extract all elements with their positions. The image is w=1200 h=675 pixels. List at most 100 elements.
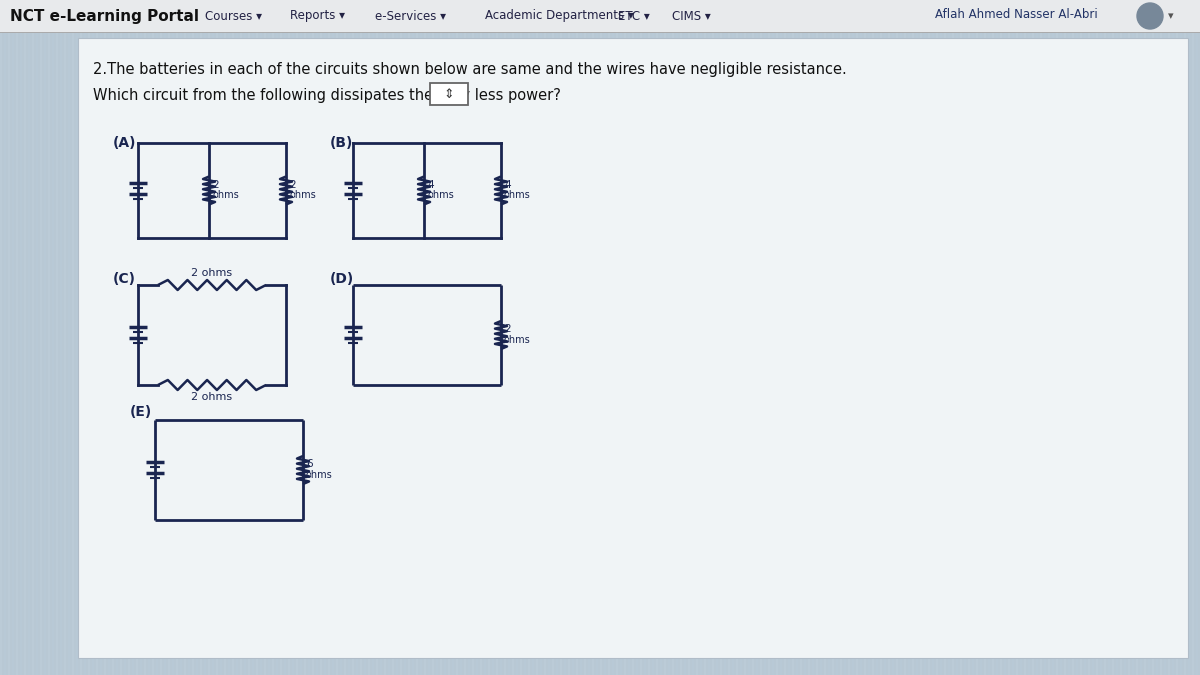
Bar [152,0,154,675]
Bar [756,0,758,675]
Bar [430,83,468,105]
Bar [468,0,470,675]
Text: 2 ohms: 2 ohms [192,392,233,402]
Bar [760,0,762,675]
Bar [412,0,414,675]
Bar [440,0,442,675]
Bar [128,0,130,675]
Circle shape [1138,3,1163,29]
Bar [272,0,274,675]
Bar [388,0,390,675]
Bar [512,0,514,675]
Bar [916,0,918,675]
Bar [1108,0,1110,675]
Text: ohms: ohms [289,190,316,200]
Bar [1032,0,1034,675]
Bar [232,0,234,675]
Bar [1124,0,1126,675]
Bar [488,0,490,675]
Bar [1096,0,1098,675]
Bar [840,0,842,675]
Bar [288,0,290,675]
Bar [1176,0,1178,675]
Bar [156,0,158,675]
Bar [712,0,714,675]
Bar [1180,0,1182,675]
Bar [452,0,454,675]
Bar [964,0,966,675]
Bar [112,0,114,675]
Bar [896,0,898,675]
Bar [296,0,298,675]
Bar [600,0,602,675]
Bar [860,0,862,675]
Bar [904,0,906,675]
Bar [216,0,218,675]
Bar [628,0,630,675]
Bar [836,0,838,675]
Text: (C): (C) [113,272,136,286]
Bar [784,0,786,675]
Bar [500,0,502,675]
Bar [28,0,30,675]
Bar [1052,0,1054,675]
Bar [924,0,926,675]
Bar [552,0,554,675]
Bar [556,0,558,675]
Text: ⇕: ⇕ [444,88,455,101]
Bar [588,0,590,675]
Bar [1048,0,1050,675]
Bar [680,0,682,675]
Bar [376,0,378,675]
Text: (B): (B) [330,136,353,150]
Bar [532,0,534,675]
Bar [8,0,10,675]
Bar [1088,0,1090,675]
Bar [24,0,26,675]
Bar [748,0,750,675]
Bar [768,0,770,675]
Bar [16,0,18,675]
Bar [804,0,806,675]
Bar [76,0,78,675]
Bar [764,0,766,675]
Bar [940,0,942,675]
Bar [1156,0,1158,675]
Bar [116,0,118,675]
Bar [1040,0,1042,675]
Bar [168,0,170,675]
Bar [420,0,422,675]
Bar [432,0,434,675]
Bar [364,0,366,675]
Bar [1060,0,1062,675]
Bar [80,0,82,675]
Text: Reports ▾: Reports ▾ [290,9,346,22]
Bar [20,0,22,675]
Bar [336,0,338,675]
Bar [1188,0,1190,675]
Bar [200,0,202,675]
Text: ohms: ohms [427,190,454,200]
Bar [864,0,866,675]
Bar [240,0,242,675]
Bar [72,0,74,675]
Bar [632,0,634,675]
Bar [856,0,858,675]
Bar [164,0,166,675]
Bar [888,0,890,675]
Bar [832,0,834,675]
Bar [172,0,174,675]
Bar [100,0,102,675]
Bar [700,0,702,675]
Bar [356,0,358,675]
Bar [120,0,122,675]
Bar [32,0,34,675]
Bar [464,0,466,675]
Bar [952,0,954,675]
Bar [252,0,254,675]
Bar [1072,0,1074,675]
Bar [668,0,670,675]
Text: 4: 4 [504,180,511,190]
Bar [444,0,446,675]
Bar [688,0,690,675]
